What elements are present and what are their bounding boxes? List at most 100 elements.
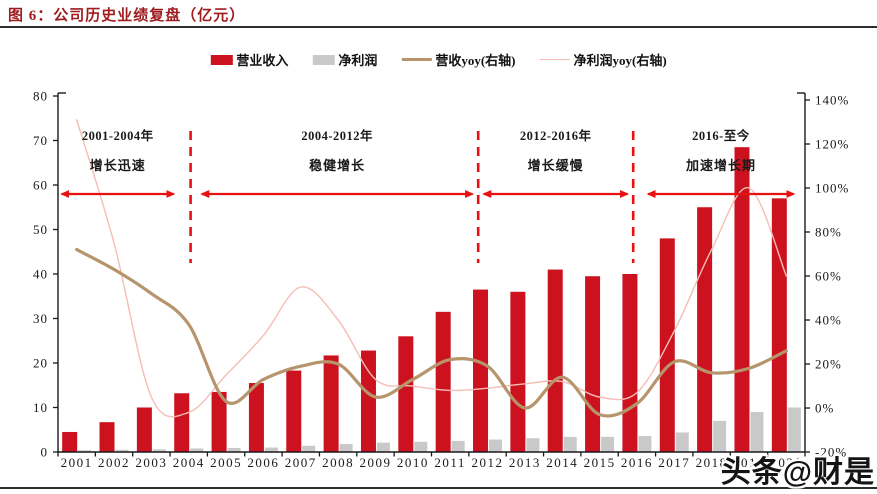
profit-bar [339, 443, 353, 452]
revenue-bar [547, 269, 563, 452]
x-axis-year-label: 2001 [61, 455, 93, 470]
x-axis-year-label: 2019 [733, 455, 765, 470]
left-axis-tick-label: 70 [33, 133, 48, 148]
left-axis-tick-label: 10 [33, 400, 48, 415]
right-axis-tick-label: 60% [815, 269, 842, 284]
x-axis-year-label: 2015 [584, 455, 616, 470]
revenue-bar [622, 274, 638, 452]
phase-name-label: 增长缓慢 [528, 158, 584, 173]
phase-name-label: 加速增长期 [685, 158, 756, 173]
profit-bar [638, 435, 652, 452]
revenue-bar [585, 276, 601, 452]
profit-bar [376, 442, 390, 452]
right-axis-tick-label: 120% [815, 137, 849, 152]
revenue-bar [286, 370, 302, 452]
revenue-bars [62, 147, 787, 453]
revenue-bar [174, 393, 190, 452]
left-axis-tick-label: 60 [33, 178, 48, 193]
x-axis-year-label: 2007 [285, 455, 317, 470]
left-axis-tick-label: 50 [33, 222, 48, 237]
phase-name-label: 稳健增长 [309, 158, 365, 173]
legend-bar-swatch [210, 54, 233, 65]
profit-bar [489, 439, 503, 452]
revenue-bar [734, 147, 750, 453]
phase-period-label: 2016-至今 [692, 128, 750, 143]
right-axis-tick-label: 80% [815, 225, 842, 240]
revenue-bar [211, 391, 227, 452]
profit-bar [675, 432, 689, 452]
profit-bar [190, 448, 204, 452]
x-axis-year-label: 2020 [770, 455, 802, 470]
x-axis-year-label: 2018 [696, 455, 728, 470]
profit-bar [601, 436, 615, 452]
revenue-bar [323, 355, 339, 452]
title-divider-line [0, 26, 877, 28]
profit-yoy-line [75, 119, 788, 418]
revenue-bar [697, 207, 713, 452]
x-axis-year-label: 2011 [434, 455, 466, 470]
revenue-bar [771, 198, 787, 452]
right-axis-tick-label: 0% [815, 401, 834, 416]
legend-item: 营收yoy(右轴) [401, 50, 516, 69]
x-axis-year-label: 2010 [397, 455, 429, 470]
profit-bar [713, 420, 727, 452]
bottom-divider-line [0, 487, 877, 489]
profit-bar [750, 411, 764, 452]
x-axis-year-label: 2017 [658, 455, 690, 470]
right-axis-tick-label: -20% [815, 445, 847, 460]
chart-legend: 营业收入 净利润 营收yoy(右轴) 净利润yoy(右轴) [210, 50, 667, 69]
left-axis-tick-label: 30 [33, 311, 48, 326]
profit-bar [787, 407, 801, 452]
phase-period-label: 2001-2004年 [82, 128, 154, 143]
phase-period-label: 2004-2012年 [301, 128, 373, 143]
right-axis-tick-label: 140% [815, 93, 849, 108]
legend-line-swatch [401, 58, 432, 61]
profit-bar [227, 447, 241, 452]
left-axis-tick-label: 40 [33, 267, 48, 282]
x-axis-year-label: 2006 [247, 455, 279, 470]
left-axis-tick-label: 80 [33, 89, 48, 104]
profit-bars [78, 407, 801, 452]
x-axis-year-label: 2008 [322, 455, 354, 470]
figure-title: 图 6：公司历史业绩复盘（亿元） [8, 8, 246, 24]
profit-bar [115, 449, 129, 452]
revenue-bar [136, 407, 152, 452]
profit-bar [414, 441, 428, 452]
right-axis-tick-label: 100% [815, 181, 849, 196]
x-axis-year-label: 2003 [135, 455, 167, 470]
x-axis-year-label: 2012 [472, 455, 504, 470]
right-axis-tick-label: 20% [815, 357, 842, 372]
x-axis-year-label: 2009 [359, 455, 391, 470]
revenue-bar [62, 431, 78, 452]
legend-label: 净利润yoy(右轴) [573, 53, 667, 68]
x-axis-year-label: 2016 [621, 455, 653, 470]
revenue-bar [435, 311, 451, 452]
profit-bar [264, 447, 278, 452]
profit-bar [451, 440, 465, 452]
legend-line-swatch [539, 59, 570, 60]
revenue-bar [360, 350, 376, 452]
x-axis-year-label: 2004 [173, 455, 205, 470]
x-axis-year-label: 2005 [210, 455, 242, 470]
legend-bar-swatch [312, 54, 335, 65]
revenue-yoy-line [75, 248, 788, 418]
revenue-bar [398, 336, 414, 452]
legend-item: 净利润 [312, 50, 377, 69]
x-axis-year-label: 2013 [509, 455, 541, 470]
x-axis-year-label: 2014 [546, 455, 578, 470]
profit-bar [152, 449, 166, 452]
phase-name-label: 增长迅速 [90, 158, 146, 173]
left-axis-tick-label: 20 [33, 356, 48, 371]
revenue-bar [473, 289, 489, 452]
right-axis-tick-label: 40% [815, 313, 842, 328]
revenue-bar [99, 422, 115, 452]
legend-label: 净利润 [338, 53, 378, 68]
legend-item: 营业收入 [210, 50, 288, 69]
profit-bar [526, 438, 540, 452]
revenue-bar [510, 291, 526, 452]
revenue-bar [248, 383, 264, 452]
legend-label: 营收yoy(右轴) [435, 53, 516, 68]
profit-bar [563, 436, 577, 452]
